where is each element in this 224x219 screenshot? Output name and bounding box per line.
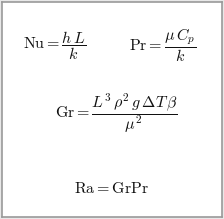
Text: $\mathrm{Pr} = \dfrac{\mu\,C_p}{k}$: $\mathrm{Pr} = \dfrac{\mu\,C_p}{k}$ [129,26,196,64]
Text: $\mathrm{Gr} = \dfrac{L^3\,\rho^2\,g\,\Delta T\,\beta}{\mu^2}$: $\mathrm{Gr} = \dfrac{L^3\,\rho^2\,g\,\D… [55,92,178,136]
Text: $\mathrm{Nu} = \dfrac{h\,L}{k}$: $\mathrm{Nu} = \dfrac{h\,L}{k}$ [23,28,86,62]
Text: $\mathrm{Ra} = \mathrm{GrPr}$: $\mathrm{Ra} = \mathrm{GrPr}$ [74,180,150,198]
